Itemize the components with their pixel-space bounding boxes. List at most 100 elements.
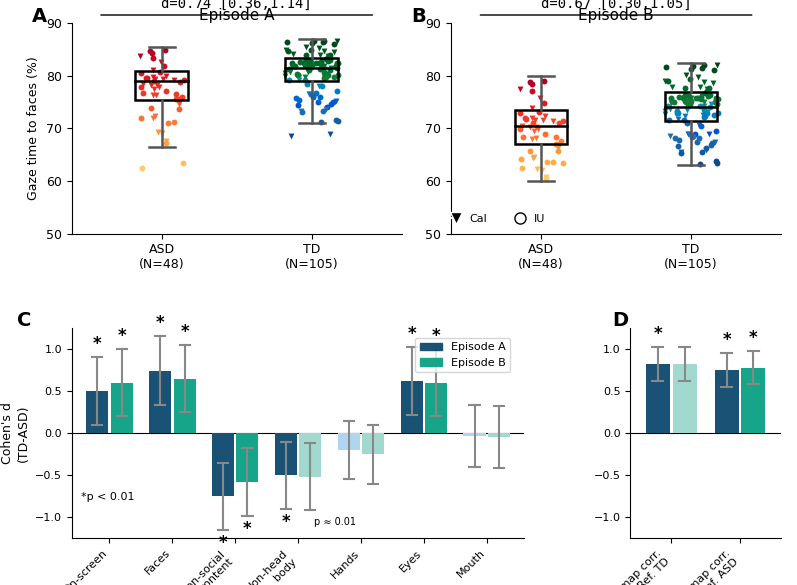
Point bbox=[135, 113, 147, 123]
Point bbox=[136, 79, 149, 88]
Point bbox=[332, 58, 345, 68]
Point bbox=[681, 105, 693, 114]
Point bbox=[299, 73, 312, 82]
Point bbox=[146, 48, 159, 57]
Point bbox=[307, 91, 320, 100]
Point bbox=[325, 99, 338, 109]
Point bbox=[701, 84, 713, 93]
Point bbox=[705, 140, 717, 149]
Point bbox=[302, 61, 315, 71]
Point bbox=[681, 118, 693, 128]
Point bbox=[672, 114, 685, 123]
Point bbox=[139, 73, 152, 82]
Point bbox=[172, 99, 185, 109]
Point bbox=[292, 101, 305, 110]
Point bbox=[523, 77, 536, 87]
Point bbox=[701, 91, 714, 101]
Point bbox=[547, 116, 559, 126]
Point bbox=[149, 74, 162, 84]
Point bbox=[318, 47, 331, 56]
Point bbox=[297, 58, 310, 67]
Point bbox=[174, 77, 186, 87]
Point bbox=[310, 58, 323, 68]
Point bbox=[305, 39, 318, 48]
Point bbox=[135, 163, 148, 173]
Bar bbox=[275, 433, 296, 475]
Point bbox=[330, 60, 343, 69]
Y-axis label: Cohen's d
(TD-ASD): Cohen's d (TD-ASD) bbox=[2, 402, 29, 464]
Point bbox=[175, 92, 188, 102]
Text: *: * bbox=[180, 323, 189, 340]
Point bbox=[304, 90, 316, 99]
Text: *: * bbox=[407, 325, 416, 343]
Point bbox=[301, 63, 314, 72]
Point bbox=[703, 84, 716, 93]
Point bbox=[680, 96, 693, 105]
Point bbox=[281, 46, 294, 56]
Text: A: A bbox=[32, 6, 47, 26]
Point bbox=[172, 104, 185, 113]
Point bbox=[532, 125, 544, 134]
Point bbox=[283, 75, 296, 85]
Point bbox=[285, 63, 298, 72]
Point bbox=[556, 158, 569, 167]
Point bbox=[684, 75, 697, 84]
Point bbox=[332, 70, 344, 80]
Bar bbox=[673, 364, 697, 433]
Point bbox=[318, 67, 331, 76]
Point bbox=[681, 102, 694, 111]
Text: p ≈ 0.01: p ≈ 0.01 bbox=[313, 517, 355, 527]
Point bbox=[697, 77, 710, 87]
Point bbox=[305, 61, 318, 70]
Text: *: * bbox=[117, 327, 126, 345]
Point bbox=[697, 111, 709, 120]
Point bbox=[695, 121, 708, 130]
Point bbox=[660, 63, 673, 72]
Point bbox=[160, 138, 173, 147]
Point bbox=[710, 99, 723, 109]
Point bbox=[679, 84, 692, 93]
Point bbox=[146, 73, 159, 82]
Point bbox=[674, 147, 687, 157]
Point bbox=[281, 37, 293, 47]
Point bbox=[694, 95, 707, 104]
Point bbox=[539, 112, 552, 121]
Point bbox=[134, 51, 147, 61]
Point bbox=[677, 94, 689, 103]
Point bbox=[709, 126, 722, 135]
Point bbox=[300, 61, 313, 71]
Point bbox=[291, 70, 304, 80]
Point bbox=[668, 97, 681, 106]
Point bbox=[284, 67, 296, 77]
Point bbox=[698, 108, 711, 118]
Point bbox=[308, 36, 320, 46]
Point bbox=[685, 132, 698, 142]
Point bbox=[320, 102, 333, 112]
Point bbox=[157, 74, 170, 84]
Point bbox=[312, 58, 325, 68]
Point bbox=[514, 108, 527, 118]
Point bbox=[673, 136, 685, 145]
Point bbox=[316, 106, 329, 115]
Text: *: * bbox=[432, 327, 441, 345]
Point bbox=[678, 97, 691, 106]
Point bbox=[302, 89, 315, 98]
Point bbox=[689, 94, 702, 103]
Point bbox=[683, 91, 696, 101]
Point bbox=[147, 91, 159, 100]
Point bbox=[689, 129, 701, 138]
Point bbox=[701, 108, 713, 118]
Point bbox=[549, 133, 562, 142]
Point bbox=[159, 71, 172, 81]
Point bbox=[304, 45, 317, 54]
Point bbox=[312, 43, 325, 53]
Point bbox=[177, 158, 190, 167]
Point bbox=[519, 113, 532, 123]
Point bbox=[147, 113, 159, 122]
Point bbox=[526, 135, 539, 144]
Point bbox=[658, 109, 671, 118]
Point bbox=[154, 58, 167, 67]
Text: *p < 0.01: *p < 0.01 bbox=[80, 493, 134, 503]
Legend: Cal, IU: Cal, IU bbox=[440, 209, 549, 228]
Point bbox=[304, 63, 317, 72]
